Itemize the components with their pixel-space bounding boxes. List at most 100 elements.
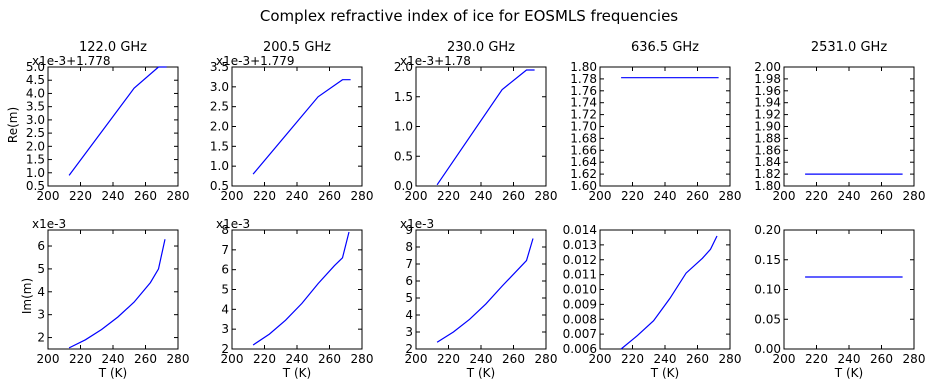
plot-frame [783, 66, 915, 187]
x-tick-label: 220 [69, 189, 92, 203]
y-tick-label: 1.74 [570, 96, 597, 110]
x-axis-label: T (K) [282, 366, 311, 380]
y-tick-label: 3.0 [210, 80, 229, 94]
axis-offset-text: x1e-3+1.78 [400, 54, 471, 68]
y-tick-label: 1.76 [570, 84, 597, 98]
y-tick-label: 5.0 [26, 60, 45, 74]
subplot-3: 200 220 240 260 280 0.0 0.5 1.0 1.5 2.0 230.0 GHzx… [394, 40, 558, 203]
x-tick-label: 260 [318, 352, 341, 366]
x-tick-label: 220 [253, 189, 276, 203]
y-tick-label: 0.008 [563, 312, 597, 326]
y-tick-label: 2.0 [394, 60, 413, 74]
y-tick-label: 6 [405, 274, 413, 288]
y-tick-label: 0.0 [394, 179, 413, 193]
x-tick-label: 200 [405, 189, 428, 203]
y-tick-label: 4 [405, 308, 413, 322]
y-tick-label: 0.05 [754, 312, 781, 326]
x-tick-label: 240 [838, 189, 861, 203]
x-axis-label: T (K) [98, 366, 127, 380]
subplot-title: 636.5 GHz [631, 40, 699, 55]
y-tick-label: 4.0 [26, 86, 45, 100]
y-tick-label: 8 [221, 223, 229, 237]
plot-frame [599, 66, 731, 187]
y-tick-label: 1.84 [754, 155, 781, 169]
plot-frame [47, 66, 179, 187]
y-tick-label: 1.68 [570, 131, 597, 145]
x-tick-label: 220 [621, 189, 644, 203]
x-tick-label: 200 [37, 189, 60, 203]
x-axis-label: T (K) [650, 366, 679, 380]
axis-offset-text: x1e-3 [400, 217, 434, 231]
y-tick-label: 1.92 [754, 108, 781, 122]
x-tick-label: 200 [37, 352, 60, 366]
data-series-line [252, 79, 351, 175]
y-tick-label: 6 [221, 263, 229, 277]
data-series-line [620, 235, 718, 350]
y-tick-label: 0.009 [563, 297, 597, 311]
plot-frame [599, 229, 731, 350]
y-tick-label: 1.62 [570, 167, 597, 181]
y-tick-label: 5 [221, 283, 229, 297]
figure-title: Complex refractive index of ice for EOSM… [260, 7, 678, 25]
x-tick-label: 200 [589, 352, 612, 366]
x-tick-label: 240 [470, 352, 493, 366]
x-tick-label: 240 [470, 189, 493, 203]
data-series-line [436, 238, 534, 343]
subplot-1: 200 220 240 260 280 0.51.01.52.02.53.03.54.04… [26, 40, 190, 203]
x-tick-label: 200 [221, 189, 244, 203]
axis-offset-text: x1e-3+1.779 [216, 54, 295, 68]
y-tick-label: 2.0 [26, 139, 45, 153]
y-tick-label: 0.00 [754, 342, 781, 356]
y-tick-label: 1.94 [754, 96, 781, 110]
y-tick-label: 1.80 [754, 179, 781, 193]
y-tick-label: 4 [221, 302, 229, 316]
subplot-6: 200 220 240 260 280 2 3 4 5 6 x1e-3 T (K) [32, 217, 189, 380]
y-tick-label: 2 [37, 331, 45, 345]
plot-frame [47, 229, 179, 350]
plot-frame [415, 66, 547, 187]
y-tick-label: 7 [221, 243, 229, 257]
y-tick-label: 0.011 [563, 268, 597, 282]
x-tick-label: 240 [654, 352, 677, 366]
y-tick-label: 1.82 [754, 167, 781, 181]
row-label-re: Re(m) [6, 107, 20, 143]
x-tick-label: 260 [134, 189, 157, 203]
data-series-line [252, 231, 350, 346]
y-tick-label: 2.0 [210, 120, 229, 134]
y-tick-label: 2.5 [210, 100, 229, 114]
y-tick-label: 2 [221, 342, 229, 356]
y-tick-label: 0.010 [563, 283, 597, 297]
y-tick-label: 1.72 [570, 108, 597, 122]
x-tick-label: 240 [838, 352, 861, 366]
x-tick-label: 280 [351, 352, 374, 366]
y-tick-label: 4.5 [26, 73, 45, 87]
x-tick-label: 260 [686, 189, 709, 203]
x-tick-label: 240 [102, 352, 125, 366]
x-tick-label: 240 [286, 189, 309, 203]
subplot-10: 200 220 240 260 280 0.00 0.05 0.10 0.15 0.20 T (K) [754, 223, 925, 380]
y-tick-label: 0.014 [563, 223, 597, 237]
y-tick-label: 3 [37, 308, 45, 322]
x-tick-label: 220 [69, 352, 92, 366]
y-tick-label: 1.66 [570, 143, 597, 157]
plot-frame [231, 229, 363, 350]
plot-frame [231, 66, 363, 187]
x-tick-label: 200 [773, 352, 796, 366]
y-tick-label: 4 [37, 285, 45, 299]
x-tick-label: 280 [535, 189, 558, 203]
y-tick-label: 1.0 [26, 166, 45, 180]
x-tick-label: 280 [351, 189, 374, 203]
x-tick-label: 200 [773, 189, 796, 203]
x-tick-label: 280 [719, 352, 742, 366]
subplot-title: 122.0 GHz [79, 40, 147, 55]
y-tick-label: 0.10 [754, 283, 781, 297]
y-tick-label: 0.5 [26, 179, 45, 193]
y-tick-label: 1.5 [26, 153, 45, 167]
y-tick-label: 2.00 [754, 60, 781, 74]
y-tick-label: 1.96 [754, 84, 781, 98]
subplot-5: 200 220 240 260 2801.801.821.841.861.881.901… [754, 40, 925, 203]
plot-frame [783, 229, 915, 350]
row-label-im: Im(m) [20, 278, 34, 314]
